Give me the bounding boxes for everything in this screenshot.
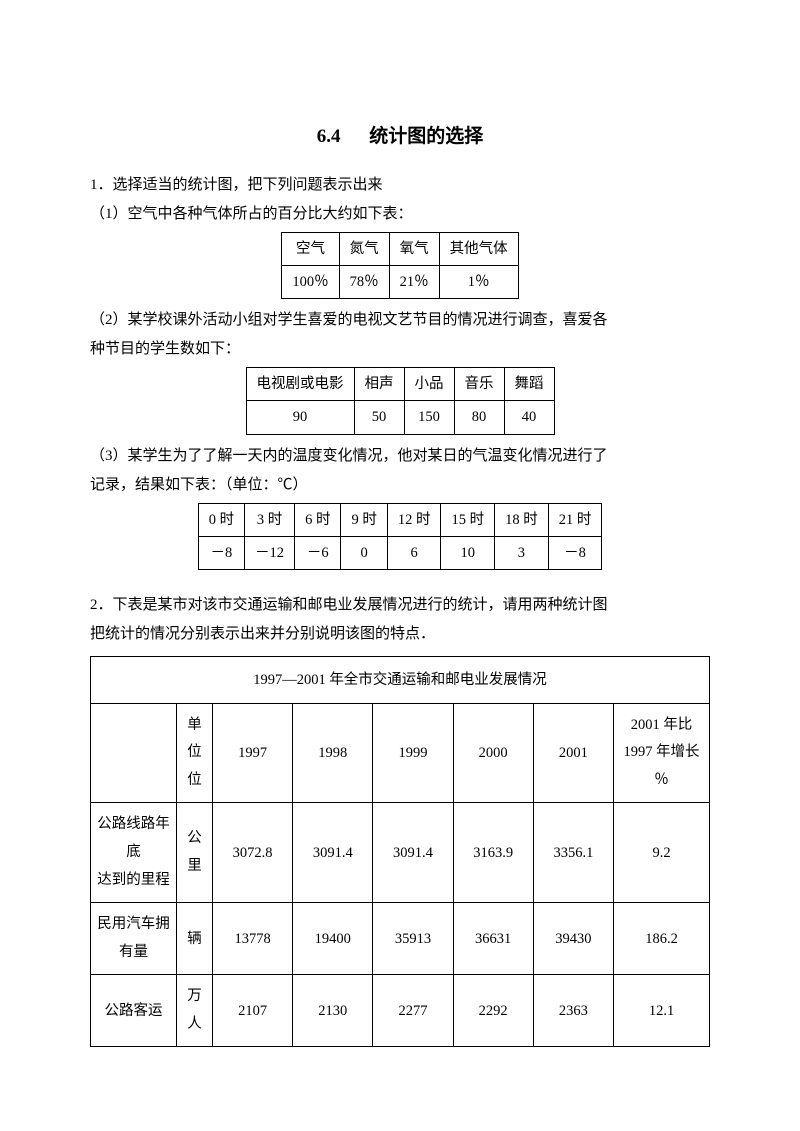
cell: 3163.9	[453, 803, 533, 903]
cell: 6 时	[295, 503, 341, 536]
title-number: 6.4	[317, 126, 341, 147]
row-label: 公路客运	[91, 975, 177, 1047]
cell-growth-header: 2001 年比 1997 年增长 ％	[614, 703, 710, 803]
cell: 80	[454, 401, 504, 434]
table-temp: 0 时 3 时 6 时 9 时 12 时 15 时 18 时 21 时 －8 －…	[198, 503, 603, 570]
table-air: 空气 氮气 氧气 其他气体 100％ 78％ 21％ 1％	[281, 232, 518, 299]
row-unit: 公 里	[177, 803, 213, 903]
cell: 21 时	[548, 503, 602, 536]
q2-text1: 2．下表是某市对该市交通运输和邮电业发展情况进行的统计，请用两种统计图	[90, 592, 710, 619]
cell: 氮气	[339, 233, 389, 266]
title-text: 统计图的选择	[369, 126, 483, 147]
cell: 1999	[373, 703, 453, 803]
cell: 150	[404, 401, 454, 434]
cell: 186.2	[614, 903, 710, 975]
q1-part3-text1: （3）某学生为了了解一天内的温度变化情况，他对某日的气温变化情况进行了	[90, 443, 710, 470]
cell: 13778	[213, 903, 293, 975]
cell	[91, 703, 177, 803]
table-transport: 1997—2001 年全市交通运输和邮电业发展情况 单位 位 1997 1998…	[90, 656, 710, 1048]
cell: 空气	[282, 233, 339, 266]
row-unit: 万 人	[177, 975, 213, 1047]
cell: 36631	[453, 903, 533, 975]
cell: 0 时	[198, 503, 244, 536]
cell: 3072.8	[213, 803, 293, 903]
cell: 50	[354, 401, 404, 434]
cell: 2277	[373, 975, 453, 1047]
cell: 2001	[533, 703, 613, 803]
cell: 40	[504, 401, 554, 434]
cell: 0	[341, 536, 387, 569]
cell: －6	[295, 536, 341, 569]
q1-part2-text1: （2）某学校课外活动小组对学生喜爱的电视文艺节目的情况进行调查，喜爱各	[90, 307, 710, 334]
cell: 9.2	[614, 803, 710, 903]
cell: －8	[198, 536, 244, 569]
cell: 3	[495, 536, 549, 569]
q2-text2: 把统计的情况分别表示出来并分别说明该图的特点．	[90, 621, 710, 648]
cell: 18 时	[495, 503, 549, 536]
cell: 相声	[354, 368, 404, 401]
cell: 3091.4	[373, 803, 453, 903]
cell-unit-header: 单位 位	[177, 703, 213, 803]
table-title: 1997—2001 年全市交通运输和邮电业发展情况	[91, 656, 710, 703]
cell: 12 时	[387, 503, 441, 536]
q1-intro: 1．选择适当的统计图，把下列问题表示出来	[90, 172, 710, 199]
row-label: 民用汽车拥 有量	[91, 903, 177, 975]
cell: 氧气	[389, 233, 439, 266]
cell: 音乐	[454, 368, 504, 401]
cell: 1997	[213, 703, 293, 803]
page-title: 6.4 统计图的选择	[90, 120, 710, 154]
cell: 3356.1	[533, 803, 613, 903]
table-tv: 电视剧或电影 相声 小品 音乐 舞蹈 90 50 150 80 40	[246, 367, 555, 434]
cell: 2292	[453, 975, 533, 1047]
cell: 10	[441, 536, 495, 569]
row-label: 公路线路年 底 达到的里程	[91, 803, 177, 903]
q1-part3-text2: 记录，结果如下表：（单位：℃）	[90, 472, 710, 499]
cell: 2363	[533, 975, 613, 1047]
cell: 其他气体	[439, 233, 518, 266]
cell: 100％	[282, 266, 339, 299]
cell: 35913	[373, 903, 453, 975]
cell: 3091.4	[293, 803, 373, 903]
cell: 6	[387, 536, 441, 569]
cell: 2000	[453, 703, 533, 803]
cell: 3 时	[245, 503, 295, 536]
cell: 2107	[213, 975, 293, 1047]
row-unit: 辆	[177, 903, 213, 975]
cell: 78％	[339, 266, 389, 299]
cell: 小品	[404, 368, 454, 401]
cell: 39430	[533, 903, 613, 975]
cell: 21％	[389, 266, 439, 299]
cell: 电视剧或电影	[246, 368, 354, 401]
cell: 9 时	[341, 503, 387, 536]
cell: 90	[246, 401, 354, 434]
cell: 舞蹈	[504, 368, 554, 401]
cell: 15 时	[441, 503, 495, 536]
q1-part1-text: （1）空气中各种气体所占的百分比大约如下表：	[90, 201, 710, 228]
cell: 1％	[439, 266, 518, 299]
cell: 12.1	[614, 975, 710, 1047]
q1-part2-text2: 种节目的学生数如下：	[90, 336, 710, 363]
cell: 2130	[293, 975, 373, 1047]
cell: 19400	[293, 903, 373, 975]
cell: －12	[245, 536, 295, 569]
cell: 1998	[293, 703, 373, 803]
cell: －8	[548, 536, 602, 569]
